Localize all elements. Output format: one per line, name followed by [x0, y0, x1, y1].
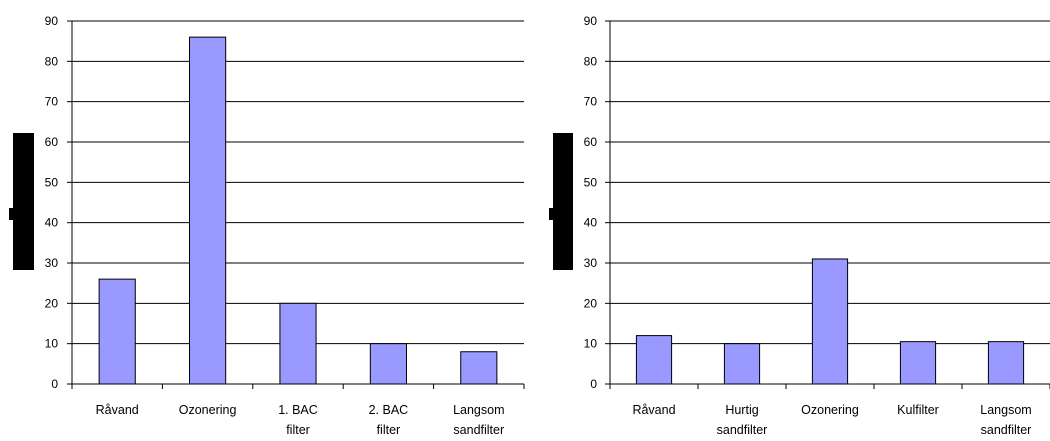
category-label: Hurtig: [725, 403, 758, 417]
y-tick-label: 10: [584, 337, 598, 351]
y-tick-label: 80: [45, 54, 59, 68]
y-tick-label: 20: [584, 296, 598, 310]
y-tick-label: 40: [45, 216, 59, 230]
bar: [811, 258, 849, 385]
bar: [369, 343, 407, 385]
category-label: filter: [377, 423, 401, 437]
left-ylabel-redaction-tab: [9, 208, 14, 220]
right-ylabel-redaction-tab: [549, 208, 554, 220]
category-label: Ozonering: [801, 403, 859, 417]
category-label: sandfilter: [981, 423, 1032, 437]
category-label: sandfilter: [717, 423, 768, 437]
category-label: Ozonering: [179, 403, 237, 417]
y-tick-label: 30: [45, 256, 59, 270]
y-tick-label: 70: [584, 95, 598, 109]
category-label: Råvand: [96, 403, 139, 417]
chart-right: 0 10 20 30 40 50 60 70 80 90 Råvand Hurtig sandfilte…: [584, 14, 1050, 437]
chart-left: 0 10 20 30 40 50 60 70 80 90 Råvand Ozonering 1. BAC…: [45, 14, 525, 437]
bar: [987, 341, 1025, 385]
bar: [279, 302, 317, 385]
category-label: sandfilter: [453, 423, 504, 437]
category-label: Langsom: [453, 403, 504, 417]
category-label: 2. BAC: [369, 403, 409, 417]
y-tick-label: 90: [45, 14, 59, 28]
bar: [460, 351, 498, 385]
category-label: Råvand: [632, 403, 675, 417]
y-tick-label: 30: [584, 256, 598, 270]
y-tick-label: 50: [584, 175, 598, 189]
bar: [635, 335, 673, 385]
bar: [723, 343, 761, 385]
category-label: Kulfilter: [897, 403, 939, 417]
right-ylabel-redaction: [553, 133, 573, 270]
y-tick-label: 10: [45, 337, 59, 351]
y-tick-label: 0: [51, 377, 58, 391]
y-tick-label: 0: [590, 377, 597, 391]
category-label: 1. BAC: [278, 403, 318, 417]
category-label: Langsom: [980, 403, 1031, 417]
category-label: filter: [286, 423, 310, 437]
y-tick-label: 20: [45, 296, 59, 310]
bar: [899, 341, 937, 385]
y-tick-label: 90: [584, 14, 598, 28]
bar: [98, 278, 136, 385]
y-tick-label: 60: [45, 135, 59, 149]
y-tick-label: 50: [45, 175, 59, 189]
y-tick-label: 70: [45, 95, 59, 109]
y-tick-label: 60: [584, 135, 598, 149]
y-tick-label: 80: [584, 54, 598, 68]
y-tick-label: 40: [584, 216, 598, 230]
bar: [189, 36, 227, 385]
left-ylabel-redaction: [13, 133, 34, 270]
